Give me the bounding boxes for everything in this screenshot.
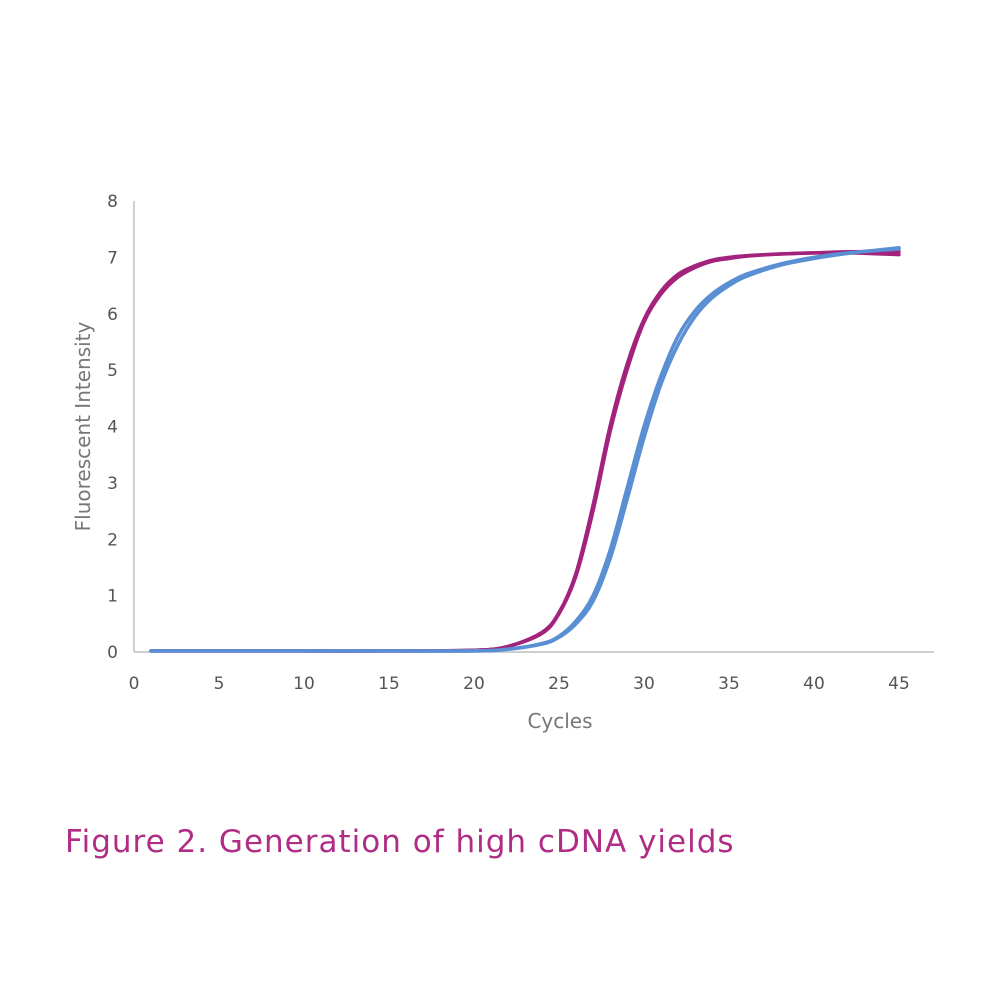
x-tick-label: 40 xyxy=(803,674,825,694)
x-tick-label: 45 xyxy=(888,674,910,694)
y-tick-label: 6 xyxy=(107,305,118,325)
y-tick-label: 1 xyxy=(107,587,118,607)
y-tick-label: 2 xyxy=(107,530,118,550)
y-tick-label: 0 xyxy=(107,643,118,663)
y-tick-label: 4 xyxy=(107,418,118,438)
x-tick-label: 10 xyxy=(293,674,315,694)
series-line-2 xyxy=(149,249,901,653)
figure-caption: Figure 2. Generation of high cDNA yields xyxy=(65,824,735,860)
x-tick-label: 35 xyxy=(718,674,740,694)
y-tick-label: 8 xyxy=(107,192,118,212)
y-axis-title: Fluorescent Intensity xyxy=(71,321,95,531)
x-tick-label: 15 xyxy=(378,674,400,694)
y-tick-label: 3 xyxy=(107,474,118,494)
y-tick-labels: 0 1 2 3 4 5 6 7 8 xyxy=(107,192,118,663)
series-line-4 xyxy=(149,246,901,653)
series-lines xyxy=(149,246,901,653)
x-tick-label: 5 xyxy=(214,674,225,694)
x-tick-label: 0 xyxy=(129,674,140,694)
x-tick-label: 25 xyxy=(548,674,570,694)
x-axis-title: Cycles xyxy=(527,709,592,733)
y-tick-label: 5 xyxy=(107,361,118,381)
y-tick-label: 7 xyxy=(107,248,118,268)
series-line-1 xyxy=(149,250,901,653)
x-tick-label: 30 xyxy=(633,674,655,694)
series-line-3 xyxy=(149,247,901,653)
x-tick-labels: 0 5 10 15 20 25 30 35 40 45 xyxy=(129,674,910,694)
axes xyxy=(133,201,934,653)
x-tick-label: 20 xyxy=(463,674,485,694)
